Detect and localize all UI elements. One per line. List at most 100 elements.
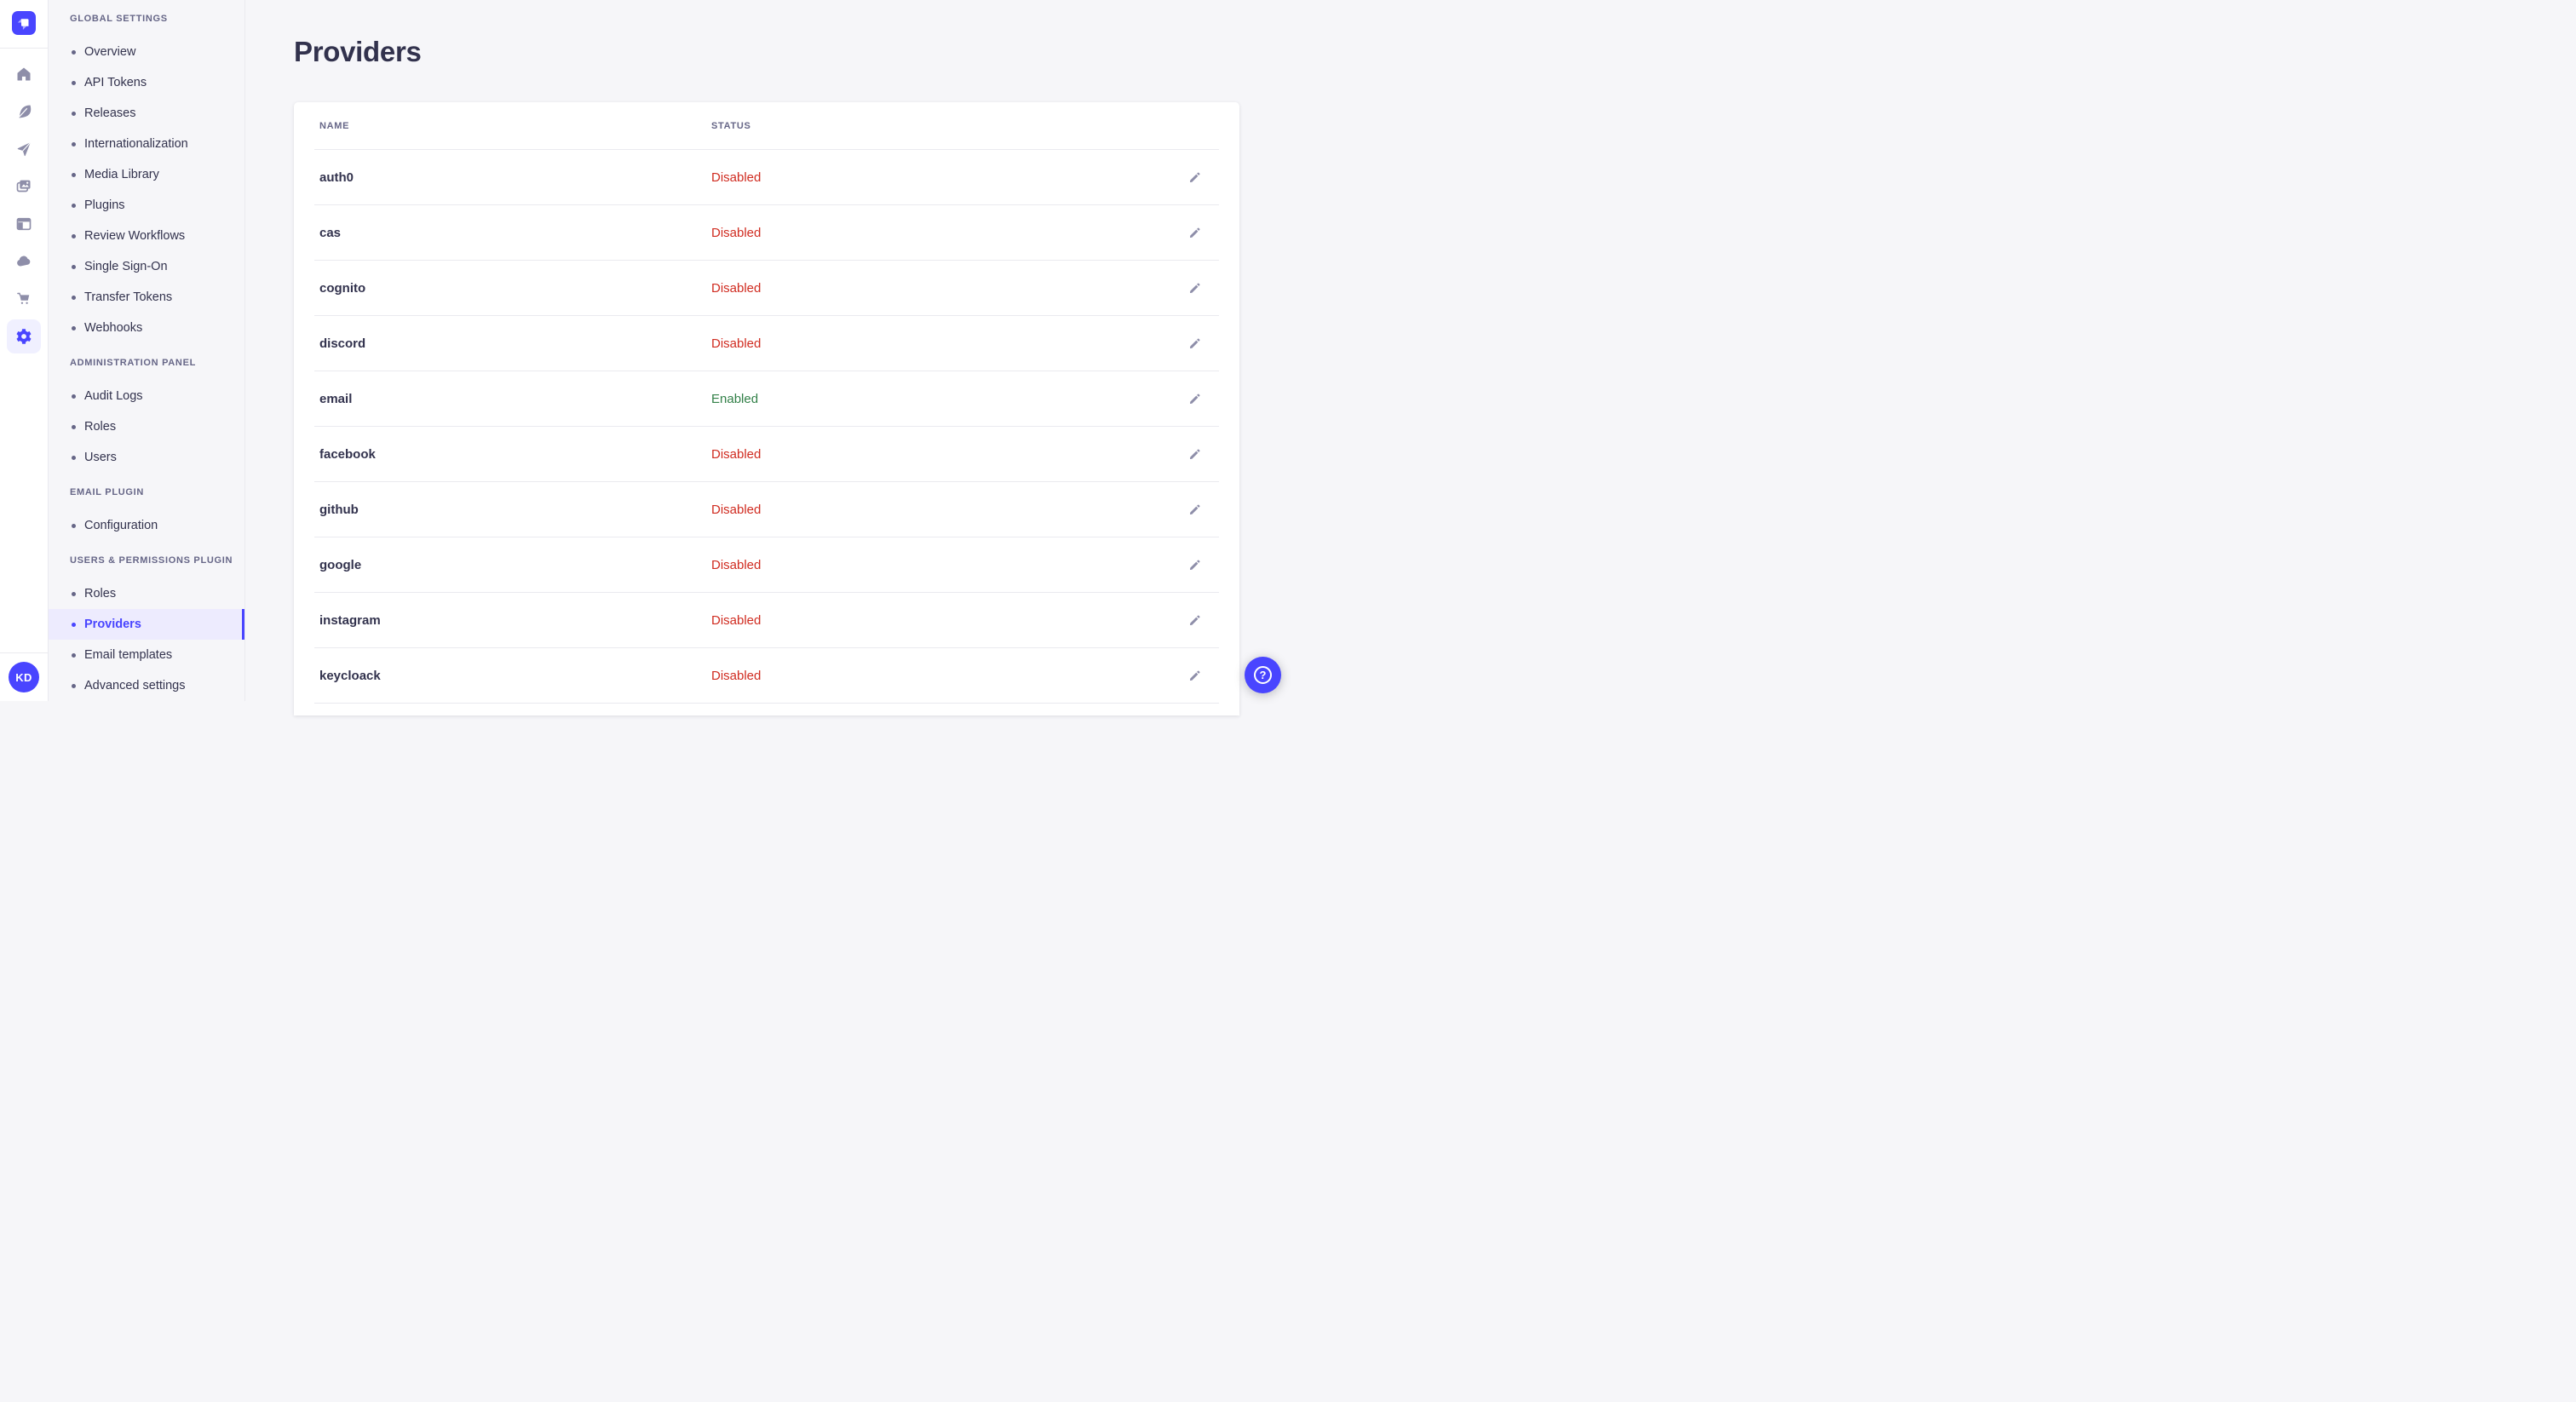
feather-icon <box>15 103 32 120</box>
cart-icon <box>15 290 32 307</box>
edit-provider-button[interactable] <box>1182 330 1209 357</box>
sidebar-item-roles[interactable]: Roles <box>49 578 244 609</box>
layout-icon <box>15 215 32 233</box>
rail-item-cart[interactable] <box>7 282 41 316</box>
bullet-icon <box>72 233 76 238</box>
sidebar-item-webhooks[interactable]: Webhooks <box>49 313 244 343</box>
provider-name: instagram <box>319 612 381 628</box>
sidebar-section-label: ADMINISTRATION PANEL <box>70 358 197 368</box>
edit-provider-button[interactable] <box>1182 496 1209 523</box>
sidebar-item-label: Single Sign-On <box>84 260 168 273</box>
page-title: Providers <box>294 36 422 67</box>
sidebar-item-providers[interactable]: Providers <box>49 609 244 640</box>
status-text: Enabled <box>711 391 759 406</box>
sidebar-item-overview[interactable]: Overview <box>49 37 244 67</box>
table-row-github: github Disabled <box>314 482 1219 537</box>
sidebar-item-review-workflows[interactable]: Review Workflows <box>49 221 244 251</box>
sidebar-item-label: Releases <box>84 106 136 120</box>
sidebar-item-label: Internationalization <box>84 137 188 151</box>
bullet-icon <box>72 295 76 300</box>
sidebar-item-label: Media Library <box>84 168 159 181</box>
edit-provider-button[interactable] <box>1182 385 1209 412</box>
bullet-icon <box>72 325 76 330</box>
sidebar-item-label: Audit Logs <box>84 389 143 403</box>
pencil-icon <box>1188 503 1202 516</box>
sidebar-item-roles[interactable]: Roles <box>49 411 244 442</box>
bullet-icon <box>72 424 76 429</box>
app-window: KD GLOBAL SETTINGS Overview API Tokens Rele… <box>0 0 1288 715</box>
edit-provider-button[interactable] <box>1182 606 1209 634</box>
status-text: Disabled <box>711 170 762 185</box>
bullet-icon <box>72 523 76 528</box>
sidebar-item-label: Configuration <box>84 519 158 532</box>
sidebar-item-email-templates[interactable]: Email templates <box>49 640 244 670</box>
sidebar-item-label: Transfer Tokens <box>84 290 173 304</box>
sidebar-item-advanced-settings[interactable]: Advanced settings <box>49 670 244 701</box>
sidebar-item-audit-logs[interactable]: Audit Logs <box>49 381 244 411</box>
sidebar-item-internationalization[interactable]: Internationalization <box>49 129 244 159</box>
sidebar-item-single-sign-on[interactable]: Single Sign-On <box>49 251 244 282</box>
avatar[interactable]: KD <box>9 662 39 692</box>
status-text: Disabled <box>711 557 762 572</box>
help-button[interactable]: ? <box>1245 657 1281 693</box>
table-row-email: email Enabled <box>314 371 1219 427</box>
table-body: auth0 Disabled cas Disabled cognito Disabled d… <box>294 150 1239 704</box>
sidebar-item-configuration[interactable]: Configuration <box>49 510 244 541</box>
settings-icon <box>15 328 32 345</box>
home-icon <box>15 66 32 83</box>
sidebar-item-media-library[interactable]: Media Library <box>49 159 244 190</box>
sidebar-item-plugins[interactable]: Plugins <box>49 190 244 221</box>
sidebar-section-label: USERS & PERMISSIONS PLUGIN <box>70 555 233 566</box>
sidebar-item-label: Email templates <box>84 648 173 662</box>
edit-provider-button[interactable] <box>1182 551 1209 578</box>
sidebar-section-label: GLOBAL SETTINGS <box>70 14 168 24</box>
status-text: Disabled <box>711 668 762 683</box>
main-content: Providers NAME STATUS auth0 Disabled cas Di… <box>245 0 1288 715</box>
strapi-logo[interactable] <box>12 10 36 37</box>
edit-provider-button[interactable] <box>1182 662 1209 689</box>
edit-provider-button[interactable] <box>1182 274 1209 302</box>
pencil-icon <box>1188 336 1202 350</box>
media-icon <box>15 178 32 195</box>
question-mark-icon: ? <box>1254 666 1272 684</box>
sidebar-item-releases[interactable]: Releases <box>49 98 244 129</box>
sidebar-item-users[interactable]: Users <box>49 442 244 473</box>
status-text: Disabled <box>711 336 762 351</box>
column-header-status: STATUS <box>711 120 751 131</box>
rail-item-layout[interactable] <box>7 207 41 241</box>
rail-item-settings[interactable] <box>7 319 41 353</box>
edit-provider-button[interactable] <box>1182 219 1209 246</box>
edit-provider-button[interactable] <box>1182 164 1209 191</box>
provider-name: keycloack <box>319 668 381 683</box>
table-row-auth0: auth0 Disabled <box>314 150 1219 205</box>
bullet-icon <box>72 141 76 147</box>
rail-item-home[interactable] <box>7 57 41 91</box>
app-icon-rail: KD <box>0 0 49 701</box>
sidebar-item-api-tokens[interactable]: API Tokens <box>49 67 244 98</box>
sidebar-item-label: Roles <box>84 587 117 600</box>
provider-name: cognito <box>319 280 366 296</box>
rail-bottom-section: KD <box>0 652 48 701</box>
pencil-icon <box>1188 226 1202 239</box>
status-text: Disabled <box>711 280 762 296</box>
bullet-icon <box>72 652 76 658</box>
rail-item-cloud[interactable] <box>7 244 41 279</box>
bullet-icon <box>72 203 76 208</box>
sidebar-item-label: Webhooks <box>84 321 143 335</box>
bullet-icon <box>72 111 76 116</box>
strapi-logo-icon <box>12 10 36 37</box>
pencil-icon <box>1188 669 1202 682</box>
sidebar-item-label: Overview <box>84 45 136 59</box>
pencil-icon <box>1188 281 1202 295</box>
column-header-name: NAME <box>319 120 350 131</box>
sidebar-item-transfer-tokens[interactable]: Transfer Tokens <box>49 282 244 313</box>
rail-item-send[interactable] <box>7 132 41 166</box>
edit-provider-button[interactable] <box>1182 440 1209 468</box>
provider-name: email <box>319 391 353 406</box>
rail-icon-nav <box>0 49 48 652</box>
pencil-icon <box>1188 613 1202 627</box>
settings-sidebar: GLOBAL SETTINGS Overview API Tokens Release… <box>49 0 245 701</box>
rail-item-feather[interactable] <box>7 95 41 129</box>
sidebar-section-label: EMAIL PLUGIN <box>70 487 145 497</box>
rail-item-media[interactable] <box>7 170 41 204</box>
